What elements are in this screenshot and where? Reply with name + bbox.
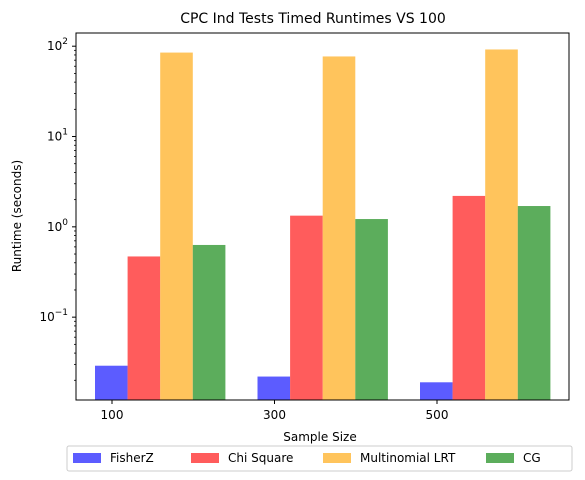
bar-cg-100 (192, 244, 226, 400)
x-axis: 100 300 500 (101, 400, 449, 422)
bar-chi-square-300 (290, 215, 323, 400)
y-tick-label: 102 (47, 37, 68, 53)
legend-swatch-chi-square (191, 453, 219, 463)
y-tick-label: 101 (47, 128, 68, 144)
x-tick-label: 100 (101, 408, 124, 422)
bar-chi-square-100 (127, 256, 161, 400)
y-tick-label: 100 (47, 218, 68, 234)
bar-fisherz-500 (420, 382, 453, 400)
legend-swatch-fisherz (73, 453, 101, 463)
y-axis-label: Runtime (seconds) (10, 160, 24, 272)
x-tick-label: 300 (263, 408, 286, 422)
plot-area (75, 32, 570, 401)
legend-label: Chi Square (228, 451, 293, 465)
bars-group (95, 49, 551, 400)
bar-cg-500 (517, 206, 551, 400)
bar-multinomial-lrt-100 (160, 52, 193, 400)
legend-swatch-multinomial-lrt (323, 453, 351, 463)
chart-title: CPC Ind Tests Timed Runtimes VS 100 (180, 11, 446, 27)
legend-swatch-cg (486, 453, 514, 463)
x-tick-label: 500 (426, 408, 449, 422)
legend-frame (66, 445, 573, 472)
bar-multinomial-lrt-300 (322, 56, 356, 400)
legend-label: CG (523, 451, 541, 465)
bar-chi-square-500 (452, 195, 486, 400)
bar-multinomial-lrt-500 (485, 49, 518, 400)
legend-label: Multinomial LRT (360, 451, 456, 465)
bar-fisherz-300 (257, 376, 291, 400)
bar-cg-300 (355, 219, 388, 400)
legend: FisherZ Chi Square Multinomial LRT CG (66, 445, 573, 472)
x-axis-label: Sample Size (283, 430, 356, 444)
legend-label: FisherZ (110, 451, 154, 465)
bar-fisherz-100 (95, 365, 128, 400)
y-tick-label: 10−1 (39, 308, 68, 324)
y-axis: 10−1 100 101 102 (39, 37, 76, 381)
